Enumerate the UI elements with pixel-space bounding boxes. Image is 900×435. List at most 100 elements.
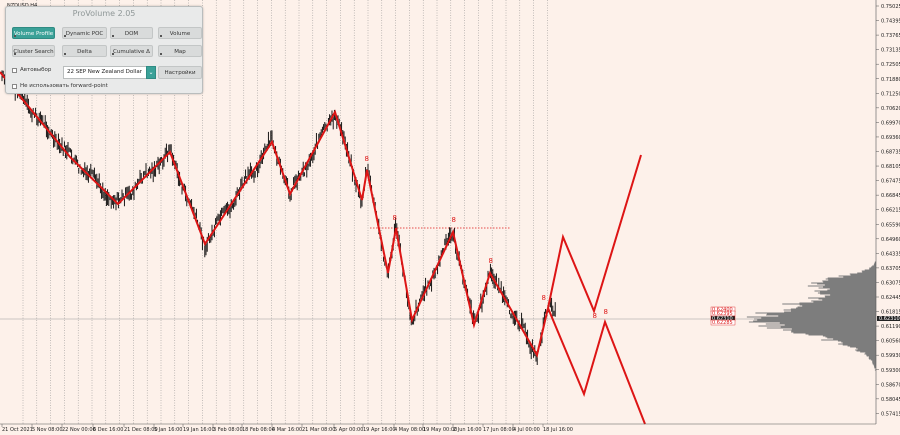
corner-icon [64,35,66,37]
price-tick-label: 0.61815 [881,310,900,316]
price-tick-label: 0.75025 [881,4,900,10]
map-button[interactable]: Map [158,45,202,57]
price-tick-label: 0.69360 [881,135,900,141]
volume-profile-button[interactable]: Volume Profile [12,27,55,39]
dynamic-poc-button[interactable]: Dynamic POC [62,27,107,39]
pattern-marker: 8 [604,308,608,316]
zigzag-forecast-up [547,154,642,314]
price-tick-label: 0.64335 [881,251,900,257]
time-tick-label: 2 Jun 16:00 [453,427,482,433]
corner-icon [14,53,16,55]
zigzag-history [0,71,549,358]
price-tick-label: 0.68105 [881,164,900,170]
time-tick-label: 21 Dec 08:00 [124,427,158,433]
price-tag-box [710,319,736,326]
button-label: Map [174,49,186,55]
price-tick-label: 0.69970 [881,120,900,126]
symbol-select-value: 22 SEP New Zealand Dollar [67,69,142,75]
button-label: Cumulative Δ [113,49,150,55]
forward-point-label: Не использовать forward-point [20,83,108,89]
auto-select-checkbox[interactable] [12,68,17,73]
volume-profile [746,261,876,371]
time-tick-label: 19 Jan 16:00 [183,427,215,433]
price-tick-label: 0.57415 [881,411,900,417]
time-tick-label: 5 Nov 08:00 [32,427,63,433]
corner-icon [14,35,16,37]
time-tick-label: 18 Jul 16:00 [543,427,573,433]
time-tick-label: 3 Feb 08:00 [213,427,243,433]
time-tick-label: 4 Mar 16:00 [272,427,302,433]
price-tick-label: 0.71250 [881,91,900,97]
price-tick-label: 0.70620 [881,106,900,112]
price-tick-label: 0.63075 [881,280,900,286]
chevron-down-icon[interactable]: ⌄ [146,66,156,79]
symbol-select[interactable]: 22 SEP New Zealand Dollar [63,66,156,79]
time-tick-label: 21 Mar 08:00 [302,427,335,433]
price-tick-label: 0.74395 [881,19,900,25]
corner-icon [64,53,66,55]
price-tick-label: 0.59930 [881,353,900,359]
price-tick-label: 0.58670 [881,382,900,388]
price-tick-label: 0.59300 [881,368,900,374]
time-tick-label: 5 Apr 00:00 [334,427,363,433]
price-tick-label: 0.61190 [881,324,900,330]
pattern-marker: 8 [593,312,597,320]
price-tick-label: 0.73135 [881,48,900,54]
price-tick-label: 0.64960 [881,237,900,243]
price-tick-label: 0.66215 [881,208,900,214]
time-tick-label: 19 Apr 16:00 [363,427,396,433]
price-tag-label: 0.62395 [712,311,733,317]
zigzag-forecast-down [547,307,646,425]
time-tick-label: 4 Jul 00:00 [513,427,540,433]
corner-icon [112,53,114,55]
settings-button[interactable]: Настройки [158,66,202,79]
price-tick-label: 0.58045 [881,397,900,403]
button-label: DOM [124,31,139,37]
current-price-label: 0.62310 [879,316,900,322]
price-tick-label: 0.63705 [881,266,900,272]
pattern-marker: 8 [452,216,456,224]
price-tag-label: 0.62285 [712,320,733,326]
pattern-marker: 8 [365,155,369,163]
panel-title: ProVolume 2.05 [72,9,136,18]
time-axis: 21 Oct 2021 5 Nov 08:00 22 Nov 00:006 Dec … [1,424,573,433]
time-tick-label: 21 Oct 2021 [2,427,33,433]
price-tick-label: 0.71880 [881,77,900,83]
time-tick-label: 18 Feb 08:00 [242,427,275,433]
pattern-marker: 8 [489,257,493,265]
corner-icon [112,35,114,37]
price-tick-label: 0.60560 [881,339,900,345]
button-label: Volume Profile [13,31,54,37]
time-tick-label: 4 May 08:00 [394,427,425,433]
price-tick-label: 0.66845 [881,193,900,199]
current-price-box [877,316,900,321]
button-label: Cluster Search [13,49,54,55]
corner-icon [160,35,162,37]
time-tick-label: 17 Jun 08:00 [483,427,515,433]
cumulative-delta-button[interactable]: Cumulative Δ [110,45,153,57]
pattern-marker: 8 [393,214,397,222]
time-tick-label: 6 Dec 16:00 [93,427,123,433]
time-tick-label: 22 Nov 00:00 [62,427,96,433]
button-label: Dynamic POC [65,31,104,37]
price-tick-label: 0.65590 [881,222,900,228]
price-tag-label: 0.62400 [712,307,733,313]
button-label: Volume [169,31,191,37]
cluster-search-button[interactable]: Cluster Search [12,45,55,57]
price-axis: 0.75025 0.74395 0.73765 0.73135 0.72505 0.718… [876,4,900,417]
price-tick-label: 0.68735 [881,150,900,156]
auto-select-label: Автовыбор [20,67,52,73]
volume-button[interactable]: Volume [158,27,202,39]
provolume-panel[interactable]: ProVolume 2.05 Volume Profile Dynamic PO… [5,6,203,94]
price-tag-label: 0.62310 [712,316,733,322]
price-tick-label: 0.62445 [881,295,900,301]
forward-point-checkbox[interactable] [12,84,17,89]
pattern-marker: 8 [542,294,546,302]
price-tick-label: 0.73765 [881,33,900,39]
dom-button[interactable]: DOM [110,27,153,39]
price-tick-label: 0.72505 [881,62,900,68]
delta-button[interactable]: Delta [62,45,107,57]
